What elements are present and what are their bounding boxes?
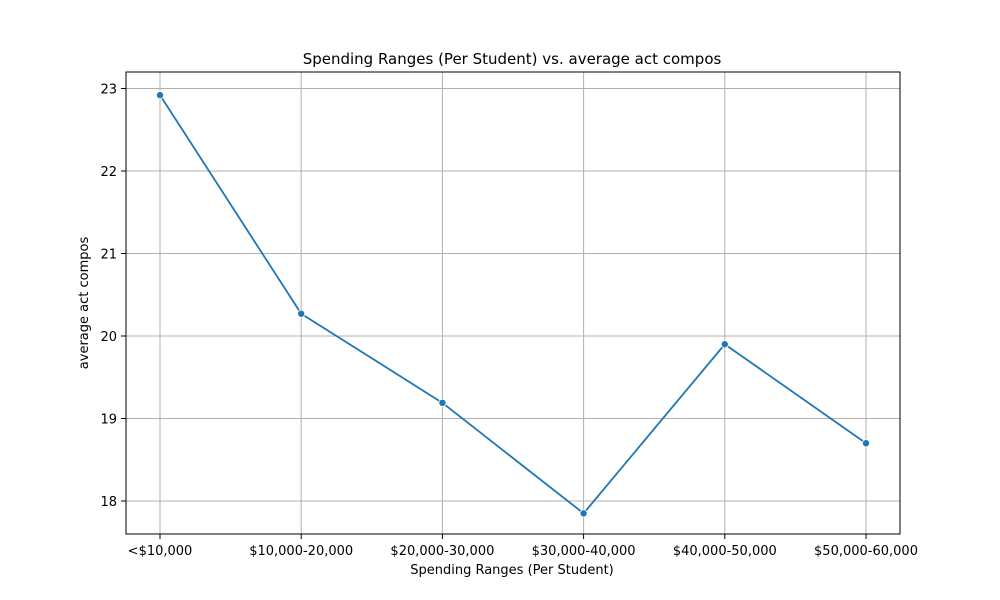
data-point — [438, 398, 447, 407]
chart-title: Spending Ranges (Per Student) vs. averag… — [303, 50, 722, 68]
data-point — [862, 439, 871, 448]
y-tick-label: 21 — [100, 248, 117, 263]
x-tick-label: $20,000-30,000 — [390, 544, 494, 559]
x-tick-label: $10,000-20,000 — [249, 544, 353, 559]
data-point — [297, 309, 306, 318]
y-tick-label: 20 — [100, 330, 117, 345]
y-tick-label: 22 — [100, 165, 117, 180]
x-tick-label: $30,000-40,000 — [532, 544, 636, 559]
series-line — [159, 94, 867, 515]
plot-frame — [125, 71, 901, 535]
x-tick-label: <$10,000 — [128, 544, 193, 559]
series-layer — [155, 91, 871, 518]
x-tick-label: $50,000-60,000 — [814, 544, 918, 559]
y-axis-label: average act compos — [77, 237, 92, 370]
x-axis-label: Spending Ranges (Per Student) — [410, 563, 614, 578]
grid-lines — [126, 72, 900, 534]
y-tick-label: 18 — [100, 495, 117, 510]
data-point — [155, 91, 164, 100]
y-tick-label: 23 — [100, 83, 117, 98]
y-tick-label: 19 — [100, 413, 117, 428]
data-point — [720, 340, 729, 349]
data-point — [579, 509, 588, 518]
axis-ticks: <$10,000 $10,000-20,000 $20,000-30,000 $30,… — [100, 83, 918, 560]
x-tick-label: $40,000-50,000 — [673, 544, 777, 559]
